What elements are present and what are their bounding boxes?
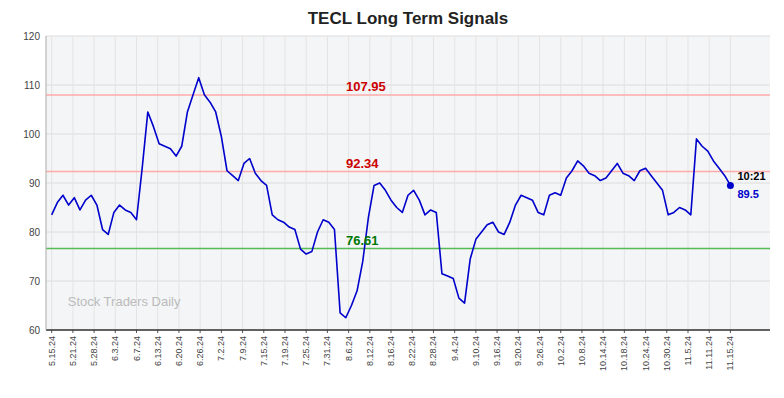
x-tick-label: 10.24.24 <box>641 336 651 371</box>
x-tick-label: 8.12.24 <box>365 336 375 366</box>
price-line <box>52 78 731 318</box>
x-grid-line <box>666 36 667 330</box>
x-tick-label: 8.22.24 <box>407 336 417 366</box>
x-grid-line <box>624 36 625 330</box>
x-grid-line <box>178 36 179 330</box>
x-tick-label: 7.2.24 <box>216 336 226 361</box>
x-grid-line <box>136 36 137 330</box>
plot-area <box>46 78 770 318</box>
x-tick-label: 5.21.24 <box>68 336 78 366</box>
x-tick-label: 6.26.24 <box>195 336 205 366</box>
x-tick-label: 8.16.24 <box>386 336 396 366</box>
x-tick-label: 7.9.24 <box>238 336 248 361</box>
x-tick-label: 6.13.24 <box>153 336 163 366</box>
x-grid-line <box>157 36 158 330</box>
x-tick-label: 7.15.24 <box>259 336 269 366</box>
y-tick-label: 110 <box>24 80 40 91</box>
x-tick-label: 10.14.24 <box>598 336 608 371</box>
y-grid-line <box>46 232 770 233</box>
x-grid-line <box>284 36 285 330</box>
x-tick-label: 6.3.24 <box>110 336 120 361</box>
y-tick-label: 100 <box>23 129 40 140</box>
x-tick-label: 9.26.24 <box>535 336 545 366</box>
x-tick-label: 11.11.24 <box>704 336 714 370</box>
watermark: Stock Traders Daily <box>68 294 181 309</box>
x-grid-line <box>327 36 328 330</box>
y-grid-line <box>46 36 770 37</box>
x-tick-label: 9.16.24 <box>492 336 502 366</box>
x-tick-label: 6.7.24 <box>132 336 142 361</box>
last-point <box>727 182 734 189</box>
x-grid-line <box>603 36 604 330</box>
x-grid-line <box>412 36 413 330</box>
x-grid-line <box>581 36 582 330</box>
reference-line <box>46 171 770 173</box>
x-axis <box>46 329 770 331</box>
y-tick-label: 70 <box>29 276 41 287</box>
plot-background <box>46 36 770 330</box>
x-grid-line <box>94 36 95 330</box>
x-tick-label: 11.5.24 <box>683 336 693 365</box>
x-grid-line <box>433 36 434 330</box>
x-tick-label: 9.20.24 <box>513 336 523 366</box>
x-grid-line <box>115 36 116 330</box>
x-tick-label: 10.18.24 <box>619 336 629 371</box>
y-grid-line <box>46 183 770 184</box>
x-grid-line <box>391 36 392 330</box>
x-tick-label: 7.25.24 <box>301 336 311 366</box>
y-grid-line <box>46 281 770 282</box>
y-grid-line <box>46 134 770 135</box>
x-grid-line <box>687 36 688 330</box>
x-tick-label: 5.28.24 <box>89 336 99 366</box>
x-grid-line <box>475 36 476 330</box>
x-grid-line <box>51 36 52 330</box>
x-tick-label: 10.8.24 <box>577 336 587 366</box>
y-tick-label: 90 <box>29 178 41 189</box>
y-axis <box>46 36 47 330</box>
y-grid-line <box>46 330 770 331</box>
y-tick-label: 80 <box>29 227 41 238</box>
reference-label: 92.34 <box>346 156 379 171</box>
y-grid-line <box>46 85 770 86</box>
x-tick-label: 8.6.24 <box>344 336 354 361</box>
x-tick-label: 7.19.24 <box>280 336 290 366</box>
x-tick-label: 6.20.24 <box>174 336 184 366</box>
reference-line <box>46 94 770 96</box>
grid <box>46 36 770 330</box>
chart: TECL Long Term Signals 60 70 80 90 100 110 120 5… <box>0 0 784 398</box>
x-grid-line <box>518 36 519 330</box>
x-grid-line <box>497 36 498 330</box>
x-grid-line <box>645 36 646 330</box>
x-grid-line <box>560 36 561 330</box>
x-grid-line <box>709 36 710 330</box>
reference-line <box>46 248 770 250</box>
x-tick-label: 10.30.24 <box>662 336 672 371</box>
y-tick-label: 120 <box>23 31 40 42</box>
reference-label: 76.61 <box>346 233 379 248</box>
x-tick-label: 11.15.24 <box>725 336 735 370</box>
annotation-price: 89.5 <box>737 188 758 200</box>
x-tick-label: 10.2.24 <box>556 336 566 366</box>
x-grid-line <box>242 36 243 330</box>
x-tick-label: 9.4.24 <box>450 336 460 361</box>
annotation-time: 10:21 <box>737 170 765 182</box>
x-grid-line <box>221 36 222 330</box>
x-tick-label: 7.31.24 <box>322 336 332 366</box>
title: TECL Long Term Signals <box>308 9 509 28</box>
reference-label: 107.95 <box>346 79 386 94</box>
y-tick-label: 60 <box>29 325 41 336</box>
x-grid-line <box>306 36 307 330</box>
x-grid-line <box>72 36 73 330</box>
x-grid-line <box>539 36 540 330</box>
x-tick-label: 5.15.24 <box>47 336 57 366</box>
x-tick-label: 8.28.24 <box>428 336 438 366</box>
x-tick-label: 9.10.24 <box>471 336 481 366</box>
